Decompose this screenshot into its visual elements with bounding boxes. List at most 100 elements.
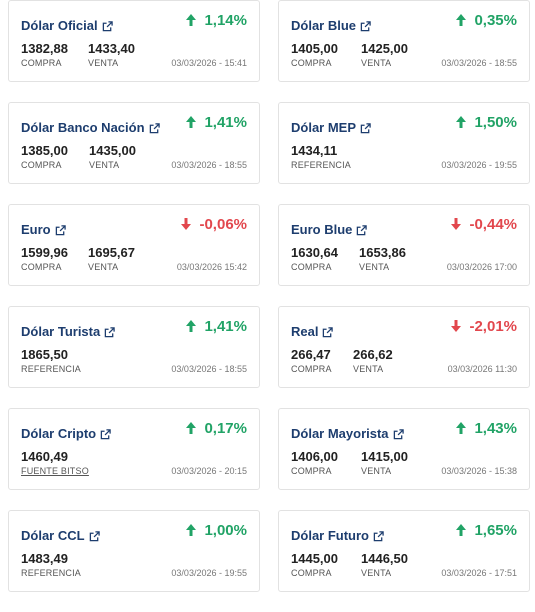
card-title-link[interactable]: Dólar Oficial [21,18,113,33]
sell-value: 1415,00 [361,449,408,464]
external-link-icon [393,429,404,440]
buy-label: COMPRA [291,262,332,272]
external-link-icon [149,123,160,134]
update-timestamp: 03/03/2026 - 19:55 [171,568,247,578]
change-percent: 1,65% [455,522,517,539]
sell-value: 1435,00 [89,143,136,158]
sell-label: VENTA [88,58,119,68]
external-link-icon [104,327,115,338]
arrow-up-icon [456,524,467,536]
change-percent: 0,17% [185,420,247,437]
reference-value: 1434,11 [291,143,338,158]
buy-value: 1406,00 [291,449,338,464]
card-title-link[interactable]: Euro Blue [291,222,368,237]
sell-value: 1653,86 [359,245,406,260]
buy-value: 266,47 [291,347,331,362]
reference-value: 1865,50 [21,347,68,362]
quote-card-dolar-cripto: Dólar Cripto 0,17% 1460,49 FUENTE BITSO … [8,408,260,490]
arrow-up-icon [456,116,467,128]
arrow-up-icon [186,422,197,434]
sell-value: 1425,00 [361,41,408,56]
external-link-icon [323,327,334,338]
quote-card-euro-blue: Euro Blue -0,44% 1630,64 COMPRA 1653,86 … [278,204,530,286]
arrow-up-icon [456,14,467,26]
change-percent: -2,01% [450,318,517,335]
reference-label: REFERENCIA [21,568,82,578]
external-link-icon [100,429,111,440]
buy-label: COMPRA [21,262,62,272]
buy-label: COMPRA [21,160,62,170]
buy-value: 1599,96 [21,245,68,260]
update-timestamp: 03/03/2026 - 18:55 [171,364,247,374]
quote-card-dolar-mayorista: Dólar Mayorista 1,43% 1406,00 COMPRA 141… [278,408,530,490]
change-percent: -0,44% [450,216,517,233]
quote-card-dolar-banco-nacion: Dólar Banco Nación 1,41% 1385,00 COMPRA … [8,102,260,184]
buy-value: 1405,00 [291,41,338,56]
sell-label: VENTA [88,262,119,272]
change-percent: 1,41% [185,114,247,131]
quote-card-dolar-turista: Dólar Turista 1,41% 1865,50 REFERENCIA 0… [8,306,260,388]
update-timestamp: 03/03/2026 - 15:38 [441,466,517,476]
card-title-link[interactable]: Dólar Mayorista [291,426,404,441]
buy-label: COMPRA [291,466,332,476]
quote-card-dolar-mep: Dólar MEP 1,50% 1434,11 REFERENCIA 03/03… [278,102,530,184]
arrow-up-icon [186,524,197,536]
buy-value: 1385,00 [21,143,68,158]
card-title-link[interactable]: Dólar Banco Nación [21,120,160,135]
sell-label: VENTA [361,568,392,578]
card-title-link[interactable]: Real [291,324,334,339]
arrow-down-icon [451,320,462,332]
arrow-up-icon [456,422,467,434]
update-timestamp: 03/03/2026 17:00 [446,262,517,272]
reference-value: 1460,49 [21,449,68,464]
sell-label: VENTA [361,466,392,476]
change-percent: 1,14% [185,12,247,29]
buy-value: 1382,88 [21,41,68,56]
arrow-up-icon [186,320,197,332]
reference-label: REFERENCIA [21,364,82,374]
sell-value: 1446,50 [361,551,408,566]
change-percent: 1,43% [455,420,517,437]
update-timestamp: 03/03/2026 - 18:55 [441,58,517,68]
buy-label: COMPRA [21,58,62,68]
quote-card-euro: Euro -0,06% 1599,96 COMPRA 1695,67 VENTA… [8,204,260,286]
quote-card-dolar-oficial: Dólar Oficial 1,14% 1382,88 COMPRA 1433,… [8,0,260,82]
external-link-icon [89,531,100,542]
update-timestamp: 03/03/2026 - 17:51 [441,568,517,578]
card-title-link[interactable]: Dólar CCL [21,528,100,543]
quote-card-dolar-blue: Dólar Blue 0,35% 1405,00 COMPRA 1425,00 … [278,0,530,82]
update-timestamp: 03/03/2026 - 20:15 [171,466,247,476]
buy-value: 1445,00 [291,551,338,566]
sell-label: VENTA [359,262,390,272]
sell-label: VENTA [353,364,384,374]
card-title-link[interactable]: Dólar Blue [291,18,371,33]
card-title-link[interactable]: Dólar MEP [291,120,371,135]
change-percent: -0,06% [180,216,247,233]
sell-label: VENTA [89,160,120,170]
update-timestamp: 03/03/2026 11:30 [447,364,517,374]
source-link[interactable]: FUENTE BITSO [21,466,89,476]
buy-label: COMPRA [291,364,332,374]
buy-label: COMPRA [291,568,332,578]
sell-label: VENTA [361,58,392,68]
sell-value: 1433,40 [88,41,135,56]
change-percent: 1,50% [455,114,517,131]
sell-value: 266,62 [353,347,393,362]
card-title-link[interactable]: Euro [21,222,66,237]
card-title-link[interactable]: Dólar Cripto [21,426,111,441]
arrow-up-icon [186,116,197,128]
arrow-up-icon [186,14,197,26]
reference-value: 1483,49 [21,551,68,566]
quote-card-dolar-futuro: Dólar Futuro 1,65% 1445,00 COMPRA 1446,5… [278,510,530,592]
change-percent: 1,41% [185,318,247,335]
buy-value: 1630,64 [291,245,338,260]
change-percent: 1,00% [185,522,247,539]
arrow-down-icon [451,218,462,230]
external-link-icon [360,123,371,134]
change-percent: 0,35% [455,12,517,29]
quote-card-dolar-ccl: Dólar CCL 1,00% 1483,49 REFERENCIA 03/03… [8,510,260,592]
card-title-link[interactable]: Dólar Futuro [291,528,384,543]
reference-label: REFERENCIA [291,160,352,170]
card-title-link[interactable]: Dólar Turista [21,324,115,339]
update-timestamp: 03/03/2026 - 18:55 [171,160,247,170]
